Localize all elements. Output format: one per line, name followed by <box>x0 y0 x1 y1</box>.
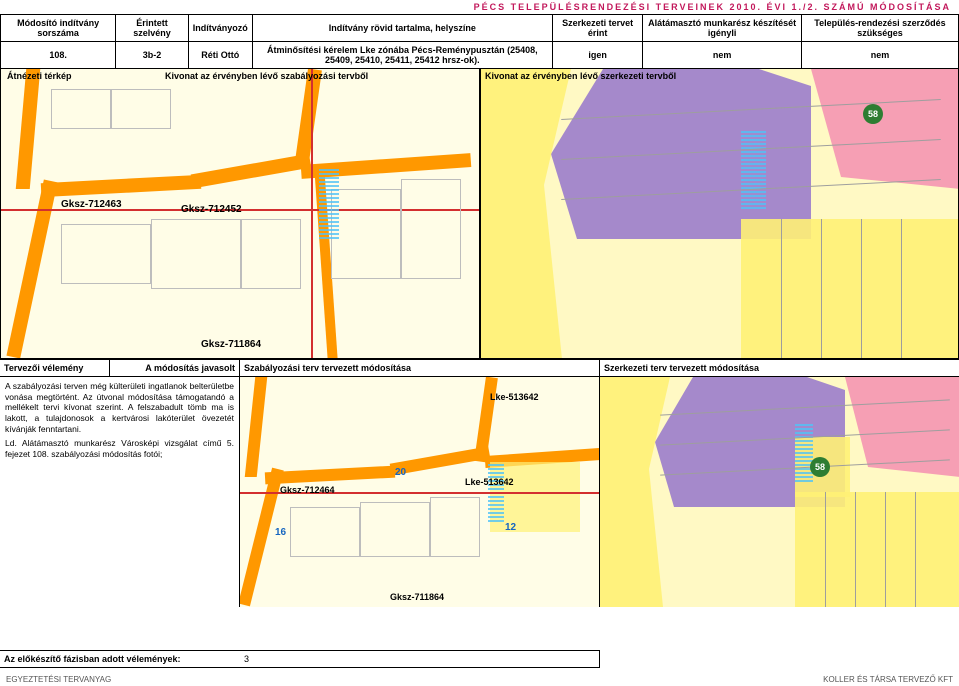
table-row: 108. 3b-2 Réti Ottó Átminősítési kérelem… <box>1 42 959 69</box>
label-gksz5: Gksz-711864 <box>390 592 444 602</box>
cell-proposer: Réti Ottó <box>188 42 252 69</box>
label-lke1: Lke-513642 <box>490 392 539 402</box>
cell-contract: nem <box>801 42 958 69</box>
map-title-right: Kivonat az érvényben lévő szerkezeti ter… <box>481 69 680 83</box>
label-gksz3: Gksz-711864 <box>201 339 261 350</box>
map-right-pane: 58 Kivonat az érvényben lévő szerkezeti … <box>480 69 959 359</box>
cell-sheet: 3b-2 <box>116 42 189 69</box>
opinion-p1: A szabályozási terven még külterületi in… <box>5 381 234 434</box>
footer-right: KOLLER ÉS TÁRSA TERVEZŐ KFT <box>823 675 953 684</box>
label-16: 16 <box>275 527 286 538</box>
map-title-left-a: Átnézeti térkép <box>3 69 76 83</box>
footer-three: 3 <box>240 650 600 668</box>
marker-58-b: 58 <box>810 457 830 477</box>
col-sheet: Érintett szelvény <box>116 15 189 42</box>
right-map: 58 <box>600 377 959 607</box>
lower-left-col: Tervezői vélemény A módosítás javasolt A… <box>0 360 240 607</box>
right-hdr: Szerkezeti terv tervezett módosítása <box>600 360 959 377</box>
cell-desc: Átminősítési kérelem Lke zónába Pécs-Rem… <box>252 42 552 69</box>
col-num: Módosító indítvány sorszáma <box>1 15 116 42</box>
footer-prep: Az előkészítő fázisban adott vélemények: <box>0 651 240 668</box>
col-support: Alátámasztó munkarész készítését igényli <box>643 15 802 42</box>
doc-header-bar: PÉCS TELEPÜLÉSRENDEZÉSI TERVEINEK 2010. … <box>0 0 959 12</box>
col-proposer: Indítványozó <box>188 15 252 42</box>
map-left-pane: Gksz-712463 Gksz-712452 Gksz-711864 Átné… <box>0 69 480 359</box>
cell-num: 108. <box>1 42 116 69</box>
col-struct: Szerkezeti tervet érint <box>552 15 643 42</box>
upper-maps-row: Gksz-712463 Gksz-712452 Gksz-711864 Átné… <box>0 69 959 359</box>
label-gksz4: Gksz-712464 <box>280 485 335 495</box>
label-gksz2: Gksz-712452 <box>181 204 242 215</box>
col-contract: Település-rendezési szerződés szükséges <box>801 15 958 42</box>
page-footer: EGYEZTETÉSI TERVANYAG KOLLER ÉS TÁRSA TE… <box>0 673 959 686</box>
mid-hdr: Szabályozási terv tervezett módosítása <box>240 360 599 377</box>
label-20: 20 <box>395 467 406 478</box>
cell-struct: igen <box>552 42 643 69</box>
footer-left: EGYEZTETÉSI TERVANYAG <box>6 675 111 684</box>
lower-mid-col: Szabályozási terv tervezett módosítása L… <box>240 360 600 607</box>
marker-58: 58 <box>863 104 883 124</box>
label-12: 12 <box>505 522 516 533</box>
opinion-hdr: Tervezői vélemény <box>0 360 110 376</box>
label-lke2: Lke-513642 <box>465 477 514 487</box>
header-table: Módosító indítvány sorszáma Érintett sze… <box>0 14 959 69</box>
proposed-hdr: A módosítás javasolt <box>110 360 239 376</box>
opinion-p2: Ld. Alátámasztó munkarész Városképi vizs… <box>5 438 234 459</box>
cell-support: nem <box>643 42 802 69</box>
lower-right-col: Szerkezeti terv tervezett módosítása 58 <box>600 360 959 607</box>
map-title-left-b: Kivonat az érvényben lévő szabályozási t… <box>161 69 372 83</box>
footer-prep-row: Az előkészítő fázisban adott vélemények: <box>0 650 240 668</box>
mid-map: Lke-513642 Gksz-712464 Lke-513642 Gksz-7… <box>240 377 599 607</box>
opinion-body: A szabályozási terven még külterületi in… <box>0 377 239 607</box>
col-desc: Indítvány rövid tartalma, helyszíne <box>252 15 552 42</box>
lower-row: Tervezői vélemény A módosítás javasolt A… <box>0 359 959 607</box>
label-gksz1: Gksz-712463 <box>61 199 122 210</box>
